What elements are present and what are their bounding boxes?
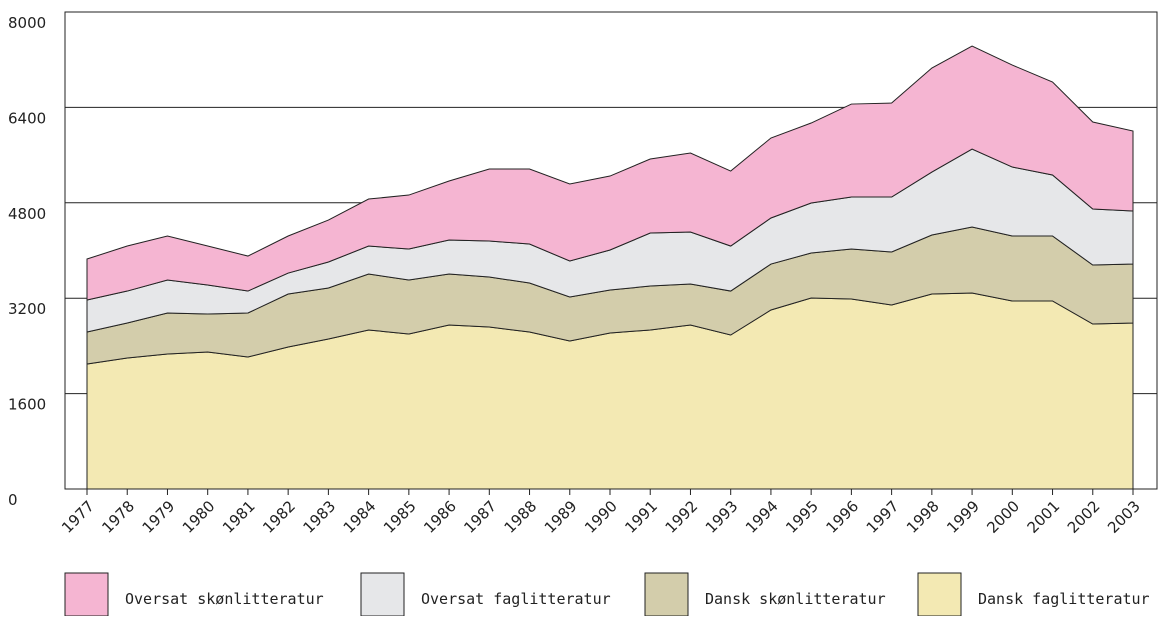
- y-tick-label: 6400: [8, 109, 46, 127]
- x-tick-label: 2001: [1024, 497, 1064, 537]
- x-tick-label: 1988: [501, 497, 541, 537]
- x-tick-label: 1992: [662, 497, 702, 537]
- x-tick-label: 1999: [943, 497, 983, 537]
- y-tick-label: 3200: [8, 300, 46, 318]
- x-tick-label: 1982: [259, 497, 299, 537]
- x-tick-label: 1998: [903, 497, 943, 537]
- legend-label: Oversat skønlitteratur: [125, 590, 324, 608]
- x-tick-label: 1977: [58, 497, 98, 537]
- x-tick-label: 1995: [782, 497, 822, 537]
- x-tick-label: 1996: [822, 497, 862, 537]
- y-tick-label: 4800: [8, 205, 46, 223]
- legend-swatch: [644, 572, 689, 617]
- area: [86, 45, 1134, 301]
- x-tick-label: 1986: [420, 497, 460, 537]
- legend-swatch: [917, 572, 962, 617]
- legend-swatch: [360, 572, 405, 617]
- y-tick-label: 8000: [8, 14, 46, 32]
- legend-label: Oversat faglitteratur: [421, 590, 611, 608]
- x-tick-label: 1993: [702, 497, 742, 537]
- plot-frame: [64, 11, 1158, 490]
- y-tick-label: 1600: [8, 396, 46, 414]
- x-tick-label: 2003: [1104, 497, 1144, 537]
- legend-swatch: [64, 572, 109, 617]
- x-tick-label: 1983: [299, 497, 339, 537]
- x-tick-label: 2000: [983, 497, 1023, 537]
- x-tick-label: 1990: [581, 497, 621, 537]
- x-tick-label: 1989: [541, 497, 581, 537]
- x-tick-label: 2002: [1064, 497, 1104, 537]
- x-tick-label: 1978: [98, 497, 138, 537]
- legend-label: Dansk faglitteratur: [978, 590, 1150, 608]
- x-tick-label: 1979: [139, 497, 179, 537]
- x-tick-label: 1997: [863, 497, 903, 537]
- x-tick-label: 1991: [621, 497, 661, 537]
- x-tick-label: 1985: [380, 497, 420, 537]
- x-tick-label: 1980: [179, 497, 219, 537]
- x-tick-label: 1994: [742, 497, 782, 537]
- x-tick-label: 1984: [340, 497, 380, 537]
- x-tick-label: 1981: [219, 497, 259, 537]
- legend-label: Dansk skønlitteratur: [705, 590, 886, 608]
- y-tick-label: 0: [8, 491, 18, 509]
- x-tick-label: 1987: [460, 497, 500, 537]
